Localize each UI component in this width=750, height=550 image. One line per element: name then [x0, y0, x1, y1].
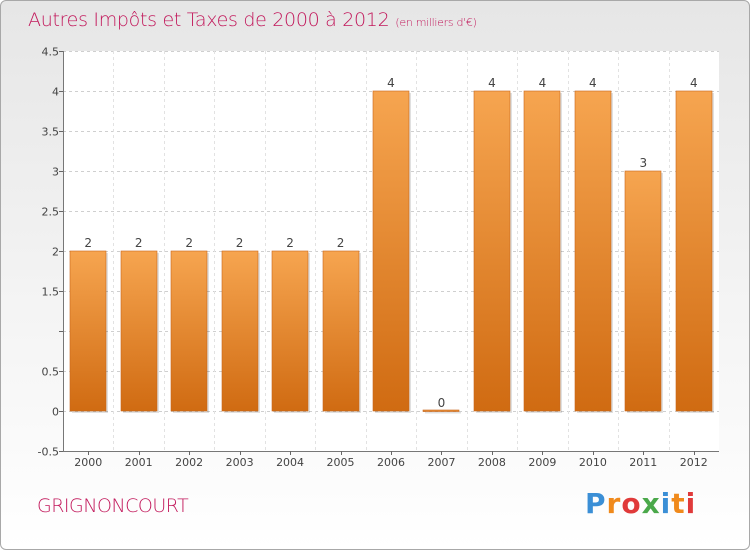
logo-letter: P	[585, 487, 607, 520]
logo-letter: o	[621, 487, 642, 520]
bar-shadow	[425, 412, 461, 414]
x-tick-label: 2005	[327, 456, 355, 469]
bar	[675, 90, 713, 412]
commune-name: GRIGNONCOURT	[37, 495, 189, 517]
bar	[624, 170, 662, 412]
y-tick-label: 3.5	[42, 126, 60, 139]
bar-value-label: 2	[236, 236, 244, 250]
bar-value-label: 3	[639, 156, 647, 170]
x-tick-label: 2008	[478, 456, 506, 469]
proxiti-logo: Proxiti	[585, 487, 696, 520]
bar-value-label: 2	[185, 236, 193, 250]
bar-value-label: 0	[438, 396, 446, 410]
y-tick-label: 2.5	[42, 206, 60, 219]
bar-value-label: 2	[84, 236, 92, 250]
bar	[69, 250, 107, 412]
bar-value-label: 4	[589, 76, 597, 90]
bar	[422, 409, 460, 412]
chart-title: Autres Impôts et Taxes de 2000 à 2012 (en…	[28, 9, 477, 31]
y-tick-label: -0.5	[38, 446, 59, 459]
bar	[170, 250, 208, 412]
bar	[322, 250, 360, 412]
x-tick-label: 2006	[377, 456, 405, 469]
y-tick-label: 4.5	[42, 46, 60, 59]
x-tick-label: 2004	[276, 456, 304, 469]
bars	[69, 90, 714, 414]
axes	[59, 51, 719, 455]
logo-letter: r	[606, 487, 622, 520]
y-tick-label: 2	[52, 246, 59, 259]
bar	[473, 90, 511, 412]
bar-value-label: 2	[337, 236, 345, 250]
y-tick-label: 4	[52, 86, 59, 99]
x-tick-label: 2011	[629, 456, 657, 469]
bar	[221, 250, 259, 412]
bar	[120, 250, 158, 412]
x-tick-label: 2003	[226, 456, 254, 469]
bar-value-label: 4	[539, 76, 547, 90]
chart-subtitle: (en milliers d'€)	[395, 16, 477, 29]
logo-letter: x	[641, 487, 661, 520]
x-tick-label: 2007	[427, 456, 455, 469]
bar-value-label: 4	[488, 76, 496, 90]
bar	[271, 250, 309, 412]
labels: -0.5 0 0.5 1.5 2 2.5 3 3.5 4 4.5 2 2000 2 2001 2 2002 2 2…	[38, 46, 708, 470]
logo-letter: t	[671, 487, 686, 520]
chart-title-text: Autres Impôts et Taxes de 2000 à 2012	[28, 9, 390, 31]
x-tick-label: 2000	[74, 456, 102, 469]
bar-value-label: 2	[135, 236, 143, 250]
x-tick-label: 2001	[125, 456, 153, 469]
x-tick-label: 2009	[528, 456, 556, 469]
bar	[523, 90, 561, 412]
y-tick-label: 3	[52, 166, 59, 179]
y-tick-label: 0.5	[42, 366, 60, 379]
bar	[372, 90, 410, 412]
x-tick-label: 2010	[579, 456, 607, 469]
y-tick-label: 1.5	[42, 286, 60, 299]
logo-letter: i	[685, 487, 697, 520]
y-tick-label: 0	[52, 406, 59, 419]
bar	[574, 90, 612, 412]
x-tick-label: 2012	[680, 456, 708, 469]
logo-letter: i	[660, 487, 672, 520]
bar-value-label: 2	[286, 236, 294, 250]
x-tick-label: 2002	[175, 456, 203, 469]
bar-value-label: 4	[387, 76, 395, 90]
bar-value-label: 4	[690, 76, 698, 90]
